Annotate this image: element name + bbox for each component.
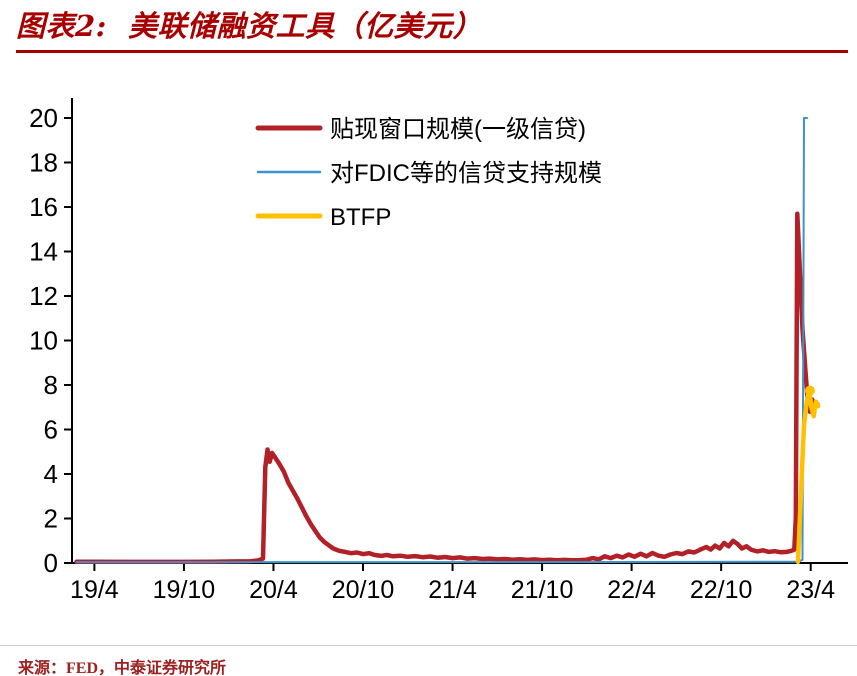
y-tick-label-8: 8: [44, 370, 58, 400]
y-axis-ticks: 0 2 4 6 8 10 12 14 16 18 20: [29, 103, 72, 578]
y-tick-label-0: 0: [44, 548, 58, 578]
x-tick-label-19/4: 19/4: [70, 576, 119, 604]
y-tick-label-10: 10: [29, 326, 58, 356]
x-axis-ticks: 19/4 19/10 20/4 20/10 21/4 21/10 22/4 22/10 23/4: [70, 563, 835, 604]
figure-footer: 来源：FED，中泰证券研究所: [0, 645, 857, 676]
chart-area: 0 2 4 6 8 10 12 14 16 18 20 19/4 19/10 20/4 20/10 21/4 2…: [8, 82, 852, 622]
x-tick-label-19/10: 19/10: [153, 576, 216, 604]
y-tick-label-14: 14: [29, 237, 58, 267]
y-tick-label-2: 2: [44, 504, 58, 534]
series-line-discount-window: [74, 211, 820, 564]
y-tick-label-12: 12: [29, 281, 58, 311]
series-line-fdic-credit: [75, 117, 808, 564]
y-tick-label-18: 18: [29, 148, 58, 178]
x-tick-label-23/4: 23/4: [786, 576, 835, 604]
x-tick-label-21/10: 21/10: [511, 576, 574, 604]
x-tick-label-20/10: 20/10: [332, 576, 395, 604]
legend-label-fdic-credit: 对FDIC等的信贷支持规模: [330, 160, 602, 187]
y-tick-label-4: 4: [44, 459, 58, 489]
y-tick-label-16: 16: [29, 192, 58, 222]
x-tick-label-21/4: 21/4: [428, 576, 477, 604]
series-marker-btfp: [804, 385, 815, 396]
series-line-btfp: [795, 387, 821, 564]
title-underline-rule: [16, 50, 848, 54]
legend-label-discount-window: 贴现窗口规模(一级信贷): [330, 116, 586, 143]
legend-label-btfp: BTFP: [330, 204, 391, 231]
plot-series: [74, 117, 821, 564]
figure-header: 图表2: 美联储融资工具（亿美元）: [16, 9, 848, 54]
x-tick-label-20/4: 20/4: [249, 576, 298, 604]
figure-title: 图表2: 美联储融资工具（亿美元）: [16, 9, 483, 43]
chart-legend: 贴现窗口规模(一级信贷) 对FDIC等的信贷支持规模 BTFP: [255, 116, 602, 231]
fed-funding-tools-line-chart: 0 2 4 6 8 10 12 14 16 18 20 19/4 19/10 20/4 20/10 21/4 2…: [29, 98, 848, 604]
y-tick-label-6: 6: [44, 415, 58, 445]
x-tick-label-22/10: 22/10: [690, 576, 753, 604]
x-tick-label-22/4: 22/4: [607, 576, 656, 604]
source-note: 来源：FED，中泰证券研究所: [18, 660, 227, 676]
y-tick-label-20: 20: [29, 103, 58, 133]
